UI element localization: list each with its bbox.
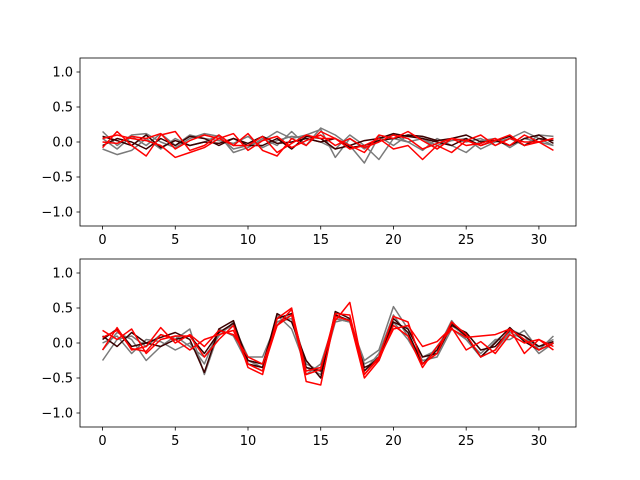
y-tick-label: −0.5 xyxy=(41,372,73,387)
series-line-5 xyxy=(101,130,554,157)
x-tick-label: 20 xyxy=(385,434,402,449)
y-tick-label: 0.5 xyxy=(52,302,73,317)
series-line-6 xyxy=(102,134,554,161)
top-subplot: 0 5 10 15 20 25 30 −1.0 −0.5 0.0 0.5 1.0 xyxy=(41,57,577,248)
y-tick-label: −1.0 xyxy=(41,407,73,422)
series-line-1 xyxy=(102,127,554,164)
x-tick-label: 5 xyxy=(171,233,179,248)
series-line-7 xyxy=(102,312,554,376)
y-tick-label: −1.0 xyxy=(41,206,73,221)
x-tick-label: 0 xyxy=(98,233,106,248)
y-tick-label: −0.5 xyxy=(41,171,73,186)
x-tick-label: 30 xyxy=(531,233,548,248)
x-tick-label: 25 xyxy=(458,434,475,449)
x-tick-label: 10 xyxy=(240,434,257,449)
x-tick-label: 30 xyxy=(531,434,548,449)
x-tick-label: 25 xyxy=(458,233,475,248)
series-line-5 xyxy=(102,307,554,386)
x-tick-label: 15 xyxy=(312,233,329,248)
series-line-7 xyxy=(102,132,554,152)
y-tick-label: 0.5 xyxy=(52,101,73,116)
x-tick-label: 5 xyxy=(171,434,179,449)
y-tick-label: 0.0 xyxy=(52,136,73,151)
y-tick-label: 1.0 xyxy=(52,267,73,282)
series-group xyxy=(101,127,554,164)
bottom-subplot: 0 5 10 15 20 25 30 −1.0 −0.5 0.0 0.5 1.0 xyxy=(41,258,577,449)
y-tick-label: 1.0 xyxy=(52,66,73,81)
x-tick-label: 0 xyxy=(98,434,106,449)
x-tick-label: 20 xyxy=(385,233,402,248)
x-tick-label: 10 xyxy=(240,233,257,248)
y-tick-label: 0.0 xyxy=(52,337,73,352)
series-group xyxy=(101,301,554,386)
x-tick-label: 15 xyxy=(312,434,329,449)
